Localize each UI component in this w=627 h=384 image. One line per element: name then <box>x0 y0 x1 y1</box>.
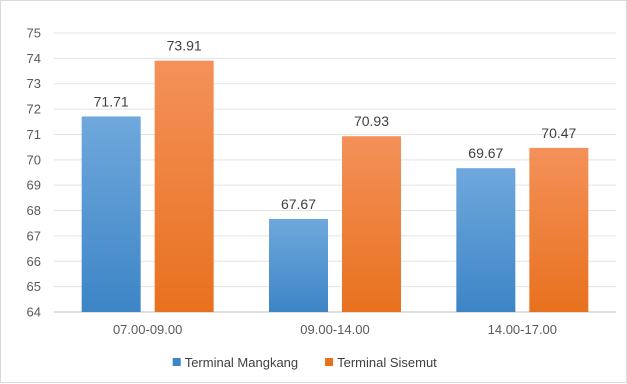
bar <box>342 136 401 312</box>
legend-swatch <box>325 358 334 366</box>
y-tick-label: 71 <box>27 127 41 142</box>
y-tick-label: 74 <box>27 51 41 66</box>
bar <box>529 147 589 312</box>
legend-label: Terminal Sisemut <box>337 355 437 370</box>
y-tick-label: 68 <box>27 203 41 218</box>
legend-label: Terminal Mangkang <box>185 355 298 370</box>
y-tick-label: 75 <box>27 26 41 41</box>
bar <box>456 168 516 312</box>
data-label: 69.67 <box>468 145 503 161</box>
y-tick-label: 72 <box>27 102 41 117</box>
y-tick-label: 70 <box>27 152 41 167</box>
x-tick-label: 09.00-14.00 <box>300 322 369 337</box>
data-label: 67.67 <box>281 196 316 212</box>
legend-swatch <box>172 358 181 366</box>
data-label: 71.71 <box>94 93 129 109</box>
y-tick-label: 64 <box>27 305 41 320</box>
data-label: 73.91 <box>167 38 202 54</box>
y-tick-label: 66 <box>27 254 41 269</box>
bar <box>154 60 214 312</box>
y-tick-label: 65 <box>27 279 41 294</box>
y-tick-label: 69 <box>27 178 41 193</box>
bar <box>269 218 328 312</box>
x-tick-label: 14.00-17.00 <box>488 322 557 337</box>
data-label: 70.47 <box>541 125 576 141</box>
data-label: 70.93 <box>354 113 389 129</box>
x-tick-label: 07.00-09.00 <box>113 322 182 337</box>
bar <box>81 116 141 312</box>
y-tick-label: 73 <box>27 76 41 91</box>
y-tick-label: 67 <box>27 228 41 243</box>
